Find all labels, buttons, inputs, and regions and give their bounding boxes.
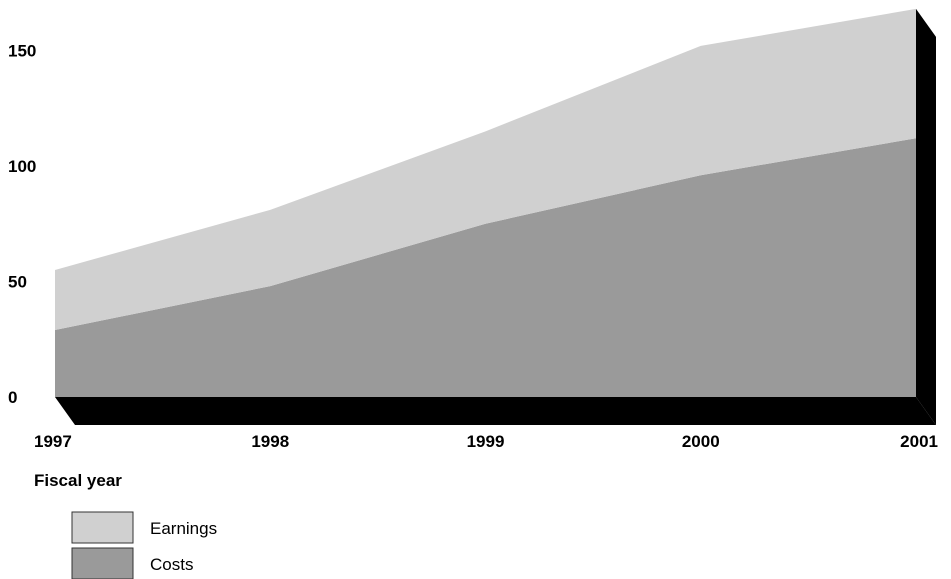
y-tick-label: 0 <box>8 388 17 407</box>
legend-label-costs: Costs <box>150 555 193 574</box>
x-tick-label: 1999 <box>467 432 505 451</box>
y-axis: 0 50 100 150 <box>8 42 36 408</box>
y-tick-label: 150 <box>8 42 36 61</box>
x-tick-label: 1998 <box>251 432 289 451</box>
legend-label-earnings: Earnings <box>150 519 217 538</box>
area-series-group <box>55 8 916 397</box>
area-costs <box>55 138 916 397</box>
legend-swatch-costs <box>71 547 134 579</box>
y-tick-label: 100 <box>8 157 36 176</box>
y-tick-label: 50 <box>8 273 27 292</box>
x-axis: 1997 1998 1999 2000 2001 <box>34 432 938 451</box>
chart-depth-base <box>55 8 936 425</box>
x-tick-label: 2001 <box>900 432 938 451</box>
depth-side <box>916 8 936 425</box>
legend-swatch-earnings <box>71 511 134 544</box>
area-earnings <box>55 8 916 331</box>
x-tick-label: 1997 <box>34 432 72 451</box>
x-tick-label: 2000 <box>682 432 720 451</box>
depth-floor <box>55 397 936 425</box>
x-axis-title: Fiscal year <box>34 471 122 490</box>
legend: Earnings Costs <box>71 511 217 579</box>
